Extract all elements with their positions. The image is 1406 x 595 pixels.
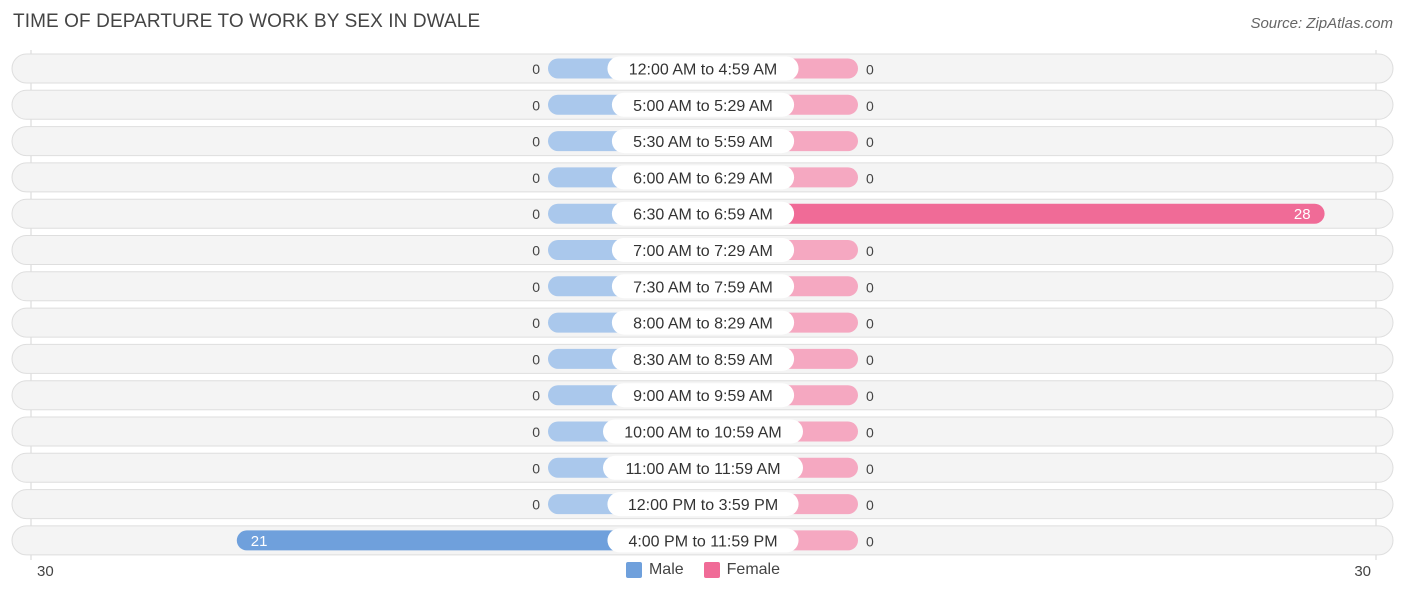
category-label-bg	[607, 528, 799, 553]
category-label-bg	[611, 383, 795, 408]
category-label: 6:00 AM to 6:29 AM	[633, 170, 773, 187]
value-label-male: 0	[532, 315, 540, 331]
value-label-female: 0	[866, 62, 874, 78]
legend-label-male: Male	[648, 561, 684, 578]
category-label-bg	[611, 92, 795, 117]
category-label: 5:00 AM to 5:29 AM	[633, 98, 773, 115]
bar-male	[236, 530, 704, 551]
value-label-female: 0	[866, 279, 874, 295]
category-label: 8:00 AM to 8:29 AM	[633, 316, 773, 333]
chart-area: 0 0 12:00 AM to 4:59 AM 0 0 5:00 AM to 5:29 A…	[11, 50, 1394, 560]
value-label-female: 28	[1294, 206, 1311, 223]
bar-female	[703, 203, 1325, 224]
legend-item-female: Female	[703, 561, 781, 579]
category-label-bg	[607, 56, 799, 81]
category-label: 8:30 AM to 8:59 AM	[633, 352, 773, 369]
chart-row: 0 0 8:00 AM to 8:29 AM	[11, 307, 1394, 338]
chart-row: 0 0 8:30 AM to 8:59 AM	[11, 343, 1394, 374]
chart-row: 0 0 12:00 AM to 4:59 AM	[11, 53, 1394, 84]
value-label-male: 0	[532, 206, 540, 222]
value-label-male: 21	[251, 533, 268, 550]
chart-row: 0 0 12:00 PM to 3:59 PM	[11, 489, 1394, 520]
value-label-male: 0	[532, 243, 540, 259]
value-label-male: 0	[532, 388, 540, 404]
axis-left-label: 30	[37, 563, 54, 580]
value-label-female: 0	[866, 533, 874, 549]
chart-row: 0 28 6:30 AM to 6:59 AM	[11, 198, 1394, 229]
value-label-male: 0	[532, 424, 540, 440]
category-label-bg	[611, 274, 795, 299]
category-label-bg	[611, 165, 795, 190]
value-label-female: 0	[866, 243, 874, 259]
value-label-female: 0	[866, 98, 874, 114]
axis-right-label: 30	[1354, 563, 1371, 580]
value-label-female: 0	[866, 388, 874, 404]
chart-row: 0 0 7:30 AM to 7:59 AM	[11, 271, 1394, 302]
category-label-bg	[611, 201, 795, 226]
value-label-female: 0	[866, 352, 874, 368]
category-label: 9:00 AM to 9:59 AM	[633, 388, 773, 405]
value-label-male: 0	[532, 460, 540, 476]
value-label-female: 0	[866, 170, 874, 186]
legend-item-male: Male	[625, 561, 684, 579]
value-label-male: 0	[532, 279, 540, 295]
value-label-female: 0	[866, 316, 874, 332]
category-label-bg	[611, 310, 795, 335]
value-label-male: 0	[532, 497, 540, 513]
legend: Male Female	[0, 561, 1406, 579]
category-label: 5:30 AM to 5:59 AM	[633, 134, 773, 151]
category-label-bg	[611, 129, 795, 154]
value-label-male: 0	[532, 170, 540, 186]
category-label: 10:00 AM to 10:59 AM	[624, 425, 781, 442]
value-label-female: 0	[866, 497, 874, 513]
chart-row: 0 0 9:00 AM to 9:59 AM	[11, 380, 1394, 411]
category-label: 7:30 AM to 7:59 AM	[633, 279, 773, 296]
category-label: 7:00 AM to 7:29 AM	[633, 243, 773, 260]
chart-row: 0 0 7:00 AM to 7:29 AM	[11, 235, 1394, 265]
category-label-bg	[603, 455, 803, 480]
category-label: 6:30 AM to 6:59 AM	[633, 207, 773, 224]
category-label: 12:00 PM to 3:59 PM	[628, 497, 778, 514]
legend-swatch-male	[625, 562, 642, 578]
source-label: Source: ZipAtlas.com	[1250, 15, 1393, 32]
legend-label-female: Female	[726, 561, 781, 578]
chart-title: TIME OF DEPARTURE TO WORK BY SEX IN DWAL…	[13, 11, 481, 32]
value-label-female: 0	[866, 425, 874, 441]
value-label-male: 0	[532, 97, 540, 113]
category-label-bg	[611, 238, 795, 262]
value-label-male: 0	[532, 61, 540, 77]
chart-row: 0 0 5:00 AM to 5:29 AM	[11, 89, 1394, 120]
legend-swatch-female	[703, 562, 720, 578]
category-label: 12:00 AM to 4:59 AM	[629, 62, 778, 79]
chart-row: 0 0 6:00 AM to 6:29 AM	[11, 162, 1394, 193]
category-label: 4:00 PM to 11:59 PM	[628, 533, 777, 550]
value-label-female: 0	[866, 134, 874, 150]
category-label: 11:00 AM to 11:59 AM	[625, 461, 780, 478]
category-label-bg	[603, 419, 803, 444]
chart-row: 0 0 11:00 AM to 11:59 AM	[11, 452, 1394, 483]
chart-row: 21 0 4:00 PM to 11:59 PM	[11, 525, 1394, 556]
value-label-male: 0	[532, 134, 540, 150]
value-label-male: 0	[532, 351, 540, 367]
value-label-female: 0	[866, 461, 874, 477]
category-label-bg	[611, 346, 795, 371]
category-label-bg	[607, 492, 799, 517]
chart-row: 0 0 10:00 AM to 10:59 AM	[11, 416, 1394, 447]
chart-row: 0 0 5:30 AM to 5:59 AM	[11, 126, 1394, 157]
